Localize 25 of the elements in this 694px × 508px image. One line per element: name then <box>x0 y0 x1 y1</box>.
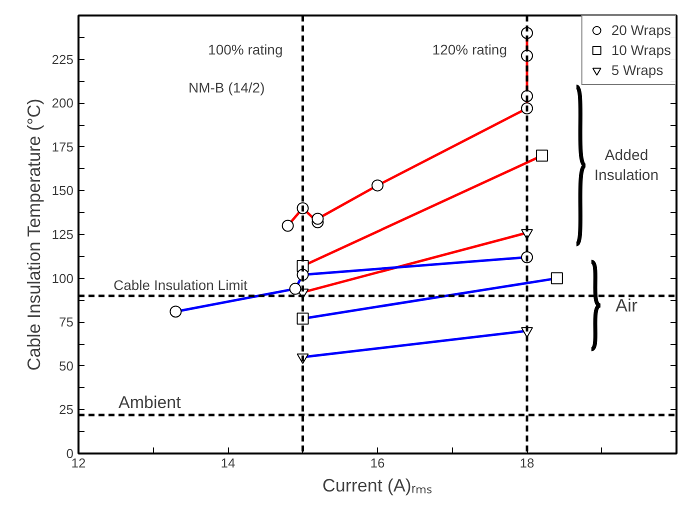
y-tick-label: 150 <box>52 183 74 198</box>
y-tick-label: 100 <box>52 270 74 286</box>
legend-label: 10 Wraps <box>611 42 671 58</box>
annotation: Added Insulation <box>594 146 659 184</box>
x-tick-label: 18 <box>520 456 534 470</box>
legend-label: 5 Wraps <box>611 62 664 78</box>
y-tick-label: 75 <box>59 314 74 330</box>
x-tick-label: 14 <box>220 456 236 470</box>
x-axis-title: Current (A)ᵣₘₛ <box>322 476 433 496</box>
y-tick-label: 225 <box>52 52 74 67</box>
y-tick-label: 200 <box>52 96 74 111</box>
x-tick-label: 16 <box>370 456 385 470</box>
y-tick-label: 175 <box>52 139 74 154</box>
ref-line-label: 120% rating <box>432 42 507 58</box>
y-tick-label: 0 <box>66 446 74 461</box>
ref-line-label: Cable Insulation Limit <box>114 276 248 293</box>
ref-line-label: 100% rating <box>208 42 283 58</box>
y-tick-label: 50 <box>59 358 74 374</box>
annotation: NM-B (14/2) <box>188 80 265 96</box>
ref-line-label: Ambient <box>118 392 182 412</box>
y-axis-title: Cable Insulation Temperature (°C) <box>24 98 44 371</box>
legend-label: 20 Wraps <box>611 22 671 38</box>
y-tick-label: 25 <box>59 402 74 418</box>
y-tick-label: 125 <box>52 227 74 242</box>
annotation: Air <box>616 296 638 316</box>
